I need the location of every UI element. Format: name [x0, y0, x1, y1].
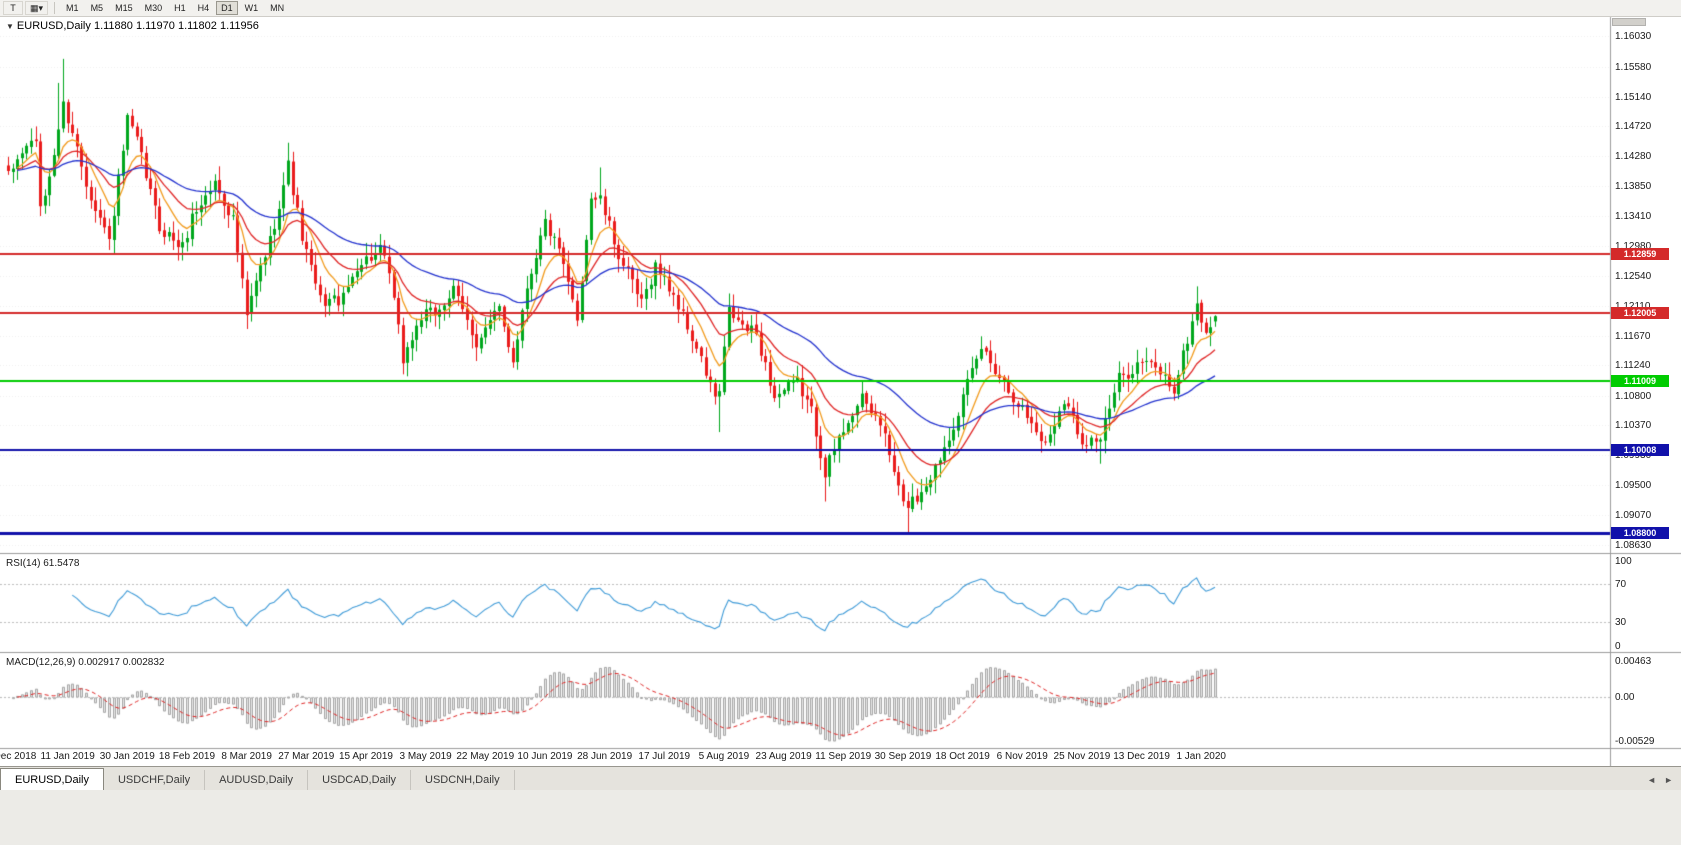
timeframe-button-m30[interactable]: M30	[139, 1, 168, 15]
date-axis-label: 15 Apr 2019	[339, 751, 393, 762]
chart-ohlc-values: 1.11880 1.11970 1.11802 1.11956	[93, 20, 259, 32]
date-axis-label: 17 Jul 2019	[638, 751, 691, 762]
date-axis-label: 25 Nov 2019	[1053, 751, 1111, 762]
date-axis-label: 23 Aug 2019	[755, 751, 812, 762]
price-axis-label: 1.14720	[1615, 121, 1652, 133]
rsi-indicator-label: RSI(14) 61.5478	[6, 558, 80, 569]
price-axis-label: 1.10800	[1615, 390, 1652, 402]
hline-price-tag[interactable]: 1.10008	[1611, 444, 1669, 457]
price-axis-label: 1.10370	[1615, 420, 1652, 432]
price-axis-label: 1.13410	[1615, 211, 1652, 223]
shapes-dropdown-button[interactable]: ▦▾	[25, 1, 49, 15]
price-axis-label: 1.12540	[1615, 271, 1652, 283]
date-axis-label: 18 Oct 2019	[935, 751, 990, 762]
macd-axis-label: 0.00	[1615, 692, 1635, 704]
rsi-axis-label: 30	[1615, 617, 1627, 629]
price-axis-label: 1.12980	[1615, 240, 1652, 252]
price-axis-label: 1.15140	[1615, 92, 1652, 104]
timeframe-button-w1[interactable]: W1	[239, 1, 264, 15]
date-axis-label: 8 Mar 2019	[221, 751, 272, 762]
text-tool-button[interactable]: T	[3, 1, 23, 15]
chart-tab-usdcad-daily[interactable]: USDCAD,Daily	[308, 770, 412, 790]
date-axis-label: 6 Nov 2019	[996, 751, 1048, 762]
date-axis-label: 18 Feb 2019	[158, 751, 216, 762]
price-axis-label: 1.11670	[1615, 330, 1651, 342]
toolbar-separator	[54, 2, 56, 14]
date-axis-label: 5 Aug 2019	[698, 751, 750, 762]
tab-scroll-arrows: ◄ ►	[1647, 775, 1673, 785]
hline-price-tag[interactable]: 1.11009	[1611, 375, 1669, 388]
timeframe-button-m5[interactable]: M5	[85, 1, 109, 15]
rsi-axis-label: 0	[1615, 641, 1621, 652]
price-axis-label: 1.16030	[1615, 31, 1652, 43]
main-toolbar: T ▦▾ M1 M5 M15 M30 H1 H4 D1 W1 MN	[0, 0, 1681, 17]
date-axis-label: 28 Jun 2019	[577, 751, 633, 762]
chevron-down-icon: ▾	[38, 3, 44, 13]
shapes-icon: ▦	[30, 3, 39, 13]
price-axis-label: 1.14280	[1615, 151, 1652, 163]
date-axis-label: 24 Dec 2018	[0, 751, 37, 762]
chart-tab-eurusd-daily[interactable]: EURUSD,Daily	[0, 768, 104, 790]
timeframe-button-m15[interactable]: M15	[110, 1, 138, 15]
chart-scrollbar-thumb[interactable]	[1612, 18, 1646, 26]
macd-axis-label: 0.00463	[1615, 656, 1652, 667]
date-axis-label: 3 May 2019	[399, 751, 452, 762]
tab-scroll-left-button[interactable]: ◄	[1647, 775, 1657, 785]
chart-tab-audusd-daily[interactable]: AUDUSD,Daily	[205, 770, 309, 790]
date-axis-label: 30 Jan 2019	[99, 751, 155, 762]
macd-axis-label: -0.00529	[1615, 736, 1655, 747]
hline-price-tag[interactable]: 1.08800	[1611, 527, 1669, 540]
date-axis-label: 30 Sep 2019	[874, 751, 932, 762]
chart-tab-usdchf-daily[interactable]: USDCHF,Daily	[104, 770, 206, 790]
rsi-axis-label: 100	[1615, 556, 1632, 567]
chart-menu-arrow-icon[interactable]: ▼	[6, 22, 14, 31]
date-axis-label: 22 May 2019	[456, 751, 515, 762]
date-axis-label: 27 Mar 2019	[278, 751, 335, 762]
price-axis-label: 1.08630	[1615, 539, 1652, 551]
timeframe-button-d1[interactable]: D1	[216, 1, 238, 15]
hline-price-tag[interactable]: 1.12859	[1611, 248, 1669, 261]
price-axis-label: 1.09070	[1615, 509, 1652, 521]
timeframe-button-h4[interactable]: H4	[192, 1, 215, 15]
chart-tab-usdcnh-daily[interactable]: USDCNH,Daily	[411, 770, 515, 790]
timeframe-button-group: M1 M5 M15 M30 H1 H4 D1 W1 MN	[61, 1, 290, 15]
macd-indicator-label: MACD(12,26,9) 0.002917 0.002832	[6, 657, 165, 668]
chart-tabs: EURUSD,Daily USDCHF,Daily AUDUSD,Daily USDC…	[0, 768, 515, 790]
rsi-axis-label: 70	[1615, 578, 1627, 590]
timeframe-button-m1[interactable]: M1	[61, 1, 84, 15]
hline-price-tag[interactable]: 1.12005	[1611, 306, 1669, 319]
timeframe-button-mn[interactable]: MN	[265, 1, 290, 15]
status-strip	[0, 790, 1681, 845]
chart-title: ▼ EURUSD,Daily 1.11880 1.11970 1.11802 1.…	[6, 21, 259, 32]
tab-scroll-right-button[interactable]: ►	[1664, 775, 1673, 785]
timeframe-button-h1[interactable]: H1	[169, 1, 191, 15]
chart-tab-bar: EURUSD,Daily USDCHF,Daily AUDUSD,Daily USDC…	[0, 766, 1681, 790]
price-axis-label: 1.13850	[1615, 181, 1652, 193]
date-axis-label: 10 Jun 2019	[517, 751, 573, 762]
price-axis-label: 1.12110	[1615, 301, 1650, 312]
date-axis-label: 13 Dec 2019	[1113, 751, 1170, 762]
date-axis-label: 11 Jan 2019	[40, 751, 95, 762]
price-axis-label: 1.09500	[1615, 480, 1652, 492]
price-axis-label: 1.15580	[1615, 62, 1652, 74]
date-axis-label: 1 Jan 2020	[1176, 751, 1226, 762]
price-axis-label: 1.11240	[1615, 360, 1651, 372]
date-axis-label: 11 Sep 2019	[815, 751, 872, 762]
chart-symbol-period: EURUSD,Daily	[16, 20, 91, 32]
